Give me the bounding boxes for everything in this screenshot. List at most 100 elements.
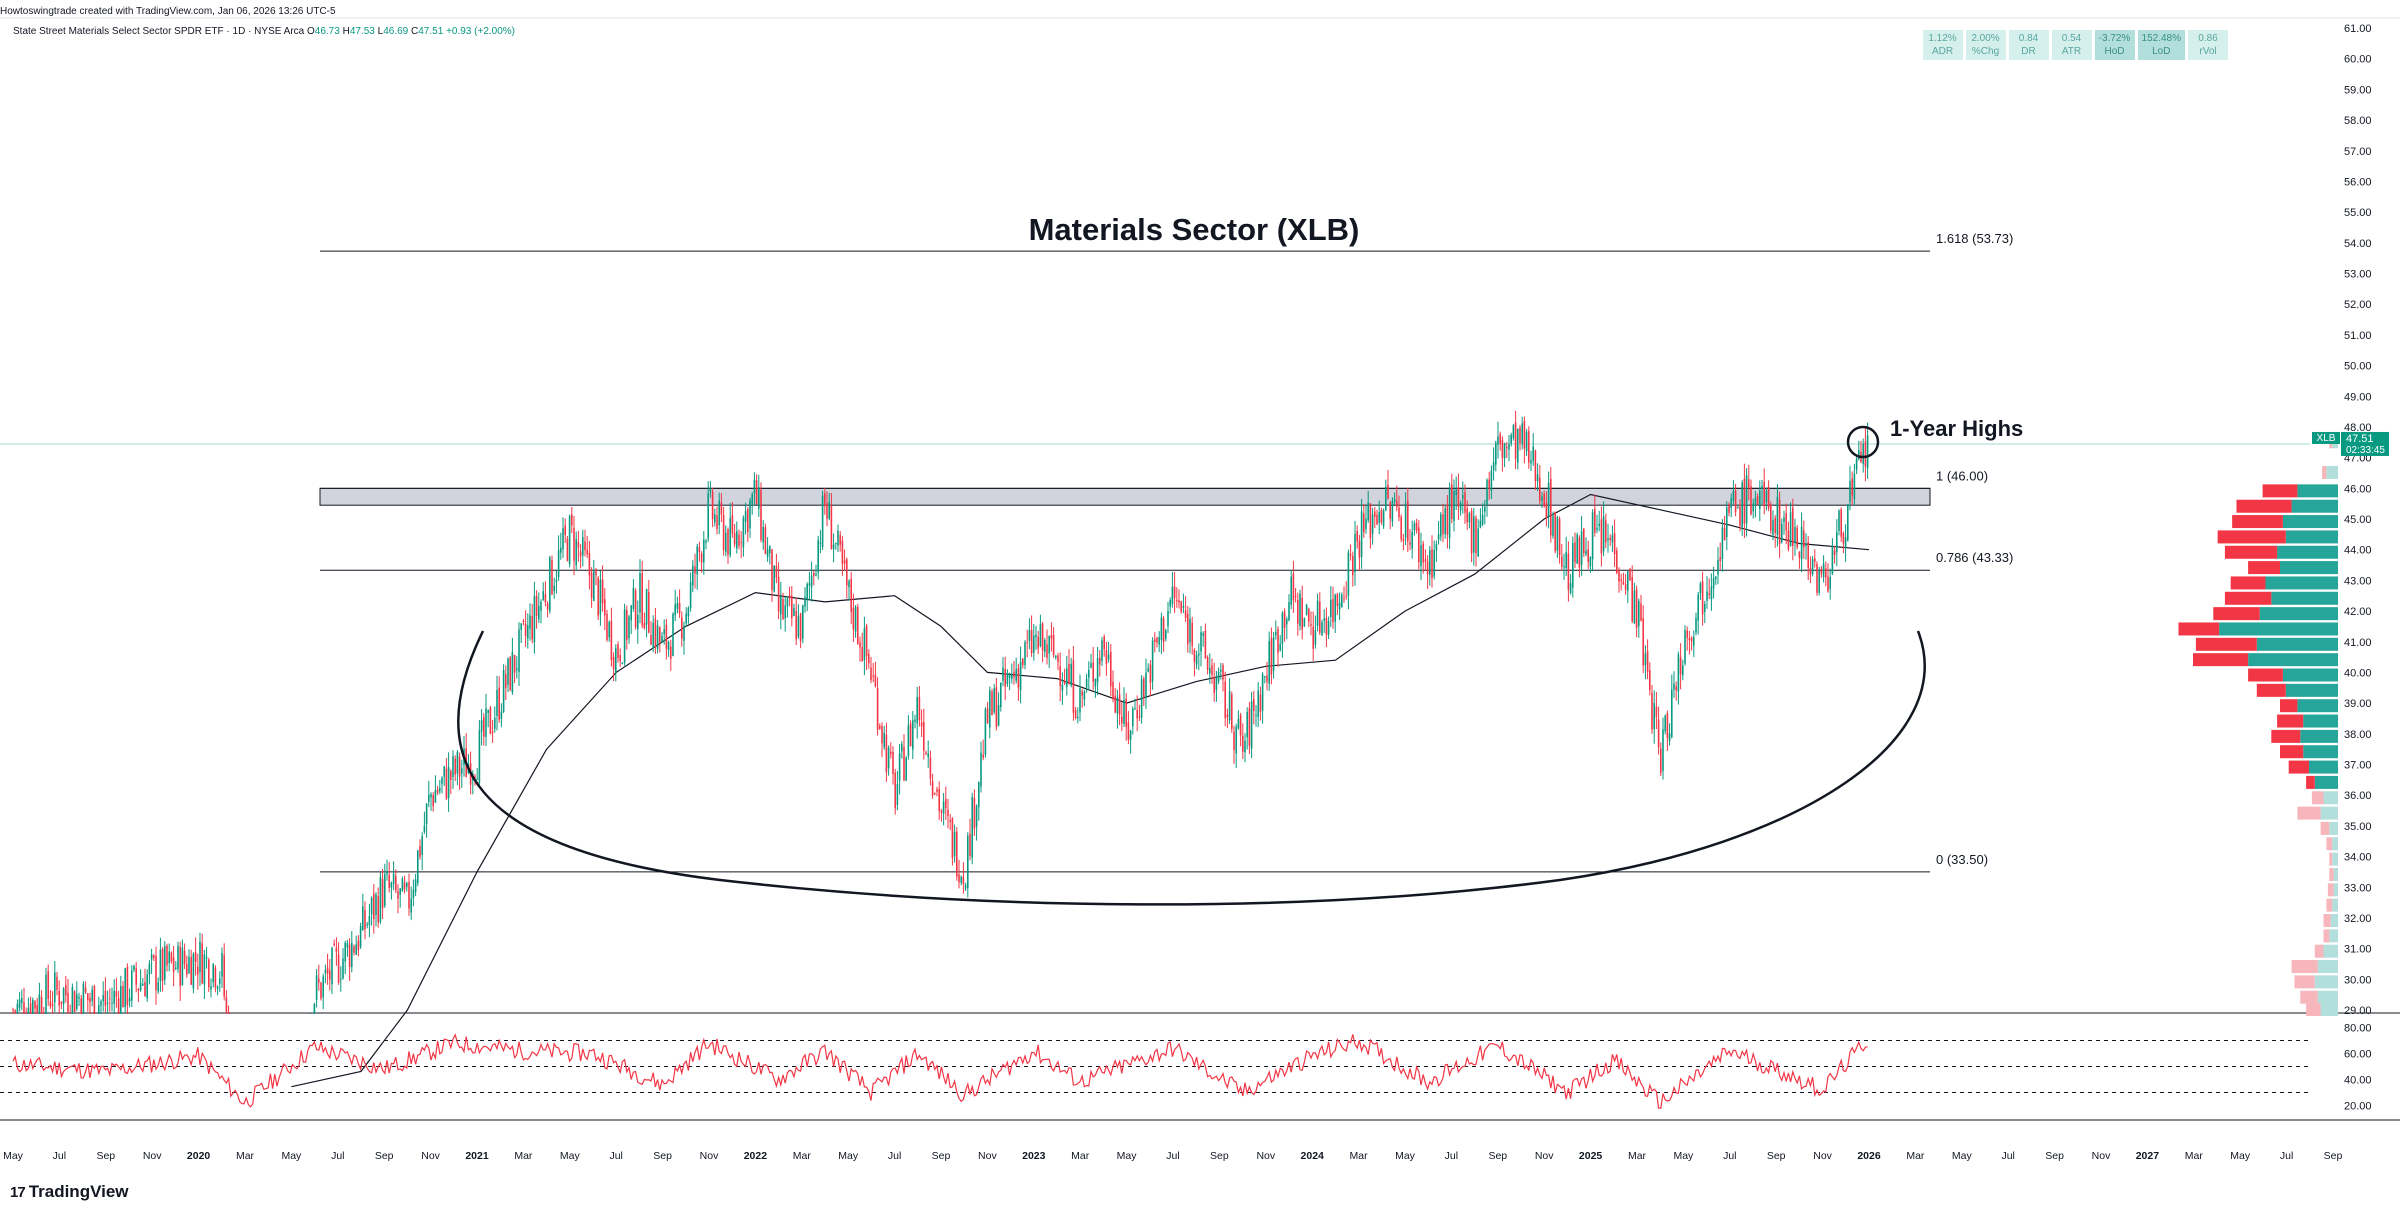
price-tick-label: 44.00 (2344, 545, 2372, 557)
candle-body (1200, 632, 1202, 652)
candle-body (58, 990, 60, 1006)
candle-body (929, 757, 932, 779)
candle-body (1299, 593, 1301, 627)
fibonacci-levels[interactable]: 1.618 (53.73) 1 (46.00) 0.786 (43.33) 0 (33… (319, 231, 2013, 873)
candle-body (639, 573, 641, 613)
candle-body (925, 752, 927, 755)
time-tick-label: Nov (700, 1150, 719, 1162)
candle-body (667, 642, 670, 651)
tradingview-logo[interactable]: 17 TradingView (10, 1182, 129, 1202)
candle-body (951, 818, 954, 858)
highlight-circle[interactable] (1846, 425, 1880, 459)
candle-body (452, 756, 454, 777)
last-price-text: 47.51 (2346, 433, 2374, 445)
candle-body (1136, 710, 1138, 719)
candle-body (1389, 502, 1391, 519)
candle-body (749, 500, 751, 529)
candle-body (485, 708, 487, 737)
time-tick-label: Sep (2045, 1150, 2064, 1162)
candle-body (124, 968, 126, 1008)
candle-body (34, 1001, 36, 1009)
candle-body (993, 688, 995, 713)
candle-body (60, 1001, 63, 1004)
candle-body (989, 690, 991, 728)
candle-body (1829, 577, 1831, 589)
time-tick-label: Nov (421, 1150, 440, 1162)
candle-body (337, 954, 340, 983)
created-by-text: Howtoswingtrade created with TradingView… (0, 6, 336, 17)
candle-body (1422, 543, 1424, 563)
candle-body (940, 810, 943, 813)
candle-body (1101, 640, 1103, 661)
high-label: H (342, 26, 350, 37)
candle-body (1459, 502, 1462, 511)
candle-body (1061, 684, 1064, 691)
symbol-legend[interactable]: State Street Materials Select Sector SPD… (13, 26, 515, 37)
candle-body (1024, 642, 1026, 665)
candle-body (375, 894, 377, 915)
price-tick-label: 61.00 (2344, 23, 2372, 35)
candle-body (1844, 537, 1847, 548)
candle-body (1041, 623, 1044, 651)
stat-label: rVol (2199, 46, 2217, 57)
candle-body (1413, 523, 1416, 530)
stat-value: 1.12% (1928, 33, 1957, 44)
profile-bar-up (2333, 883, 2338, 897)
candle-body (170, 952, 173, 962)
candle-body (208, 959, 210, 988)
candle-body (1426, 561, 1429, 575)
rsi-tick-label: 20.00 (2344, 1101, 2372, 1113)
candle-body (353, 946, 355, 953)
rounding-bottom-arc[interactable] (457, 630, 1926, 906)
candle-body (1512, 425, 1515, 439)
time-tick-label: Sep (1767, 1150, 1786, 1162)
profile-bar-down (2329, 867, 2334, 881)
profile-bar-up (2297, 699, 2338, 713)
candle-body (1866, 435, 1869, 469)
candle-body (344, 942, 346, 962)
price-axis[interactable]: 61.00 60.00 59.00 58.00 57.00 56.00 55.00 54.00… (2312, 23, 2389, 1017)
candle-body (1288, 602, 1290, 621)
volume-profile (2178, 435, 2338, 1016)
candle-body (828, 501, 830, 519)
candle-body (1732, 490, 1735, 501)
candle-body (797, 616, 800, 637)
candle-body (1649, 670, 1651, 691)
candle-body (1268, 641, 1270, 684)
rsi-pane[interactable]: 80.00 60.00 40.00 20.00 (0, 1023, 2372, 1113)
candle-body (1497, 436, 1499, 445)
candle-body (903, 746, 905, 781)
time-axis[interactable]: May Jul Sep Nov 2020 Mar May Jul Sep Nov 2021 Mar Ma… (3, 1150, 2342, 1162)
candle-body (1547, 482, 1550, 517)
candle-body (571, 514, 573, 526)
candle-body (661, 636, 663, 643)
candle-body (12, 1009, 14, 1011)
candle-body (432, 795, 434, 807)
candle-body (203, 954, 206, 985)
candle-body (586, 549, 588, 555)
candle-body (201, 943, 203, 984)
time-tick-label: Mar (236, 1150, 255, 1162)
stat-lod: 152.48% LoD (2137, 30, 2185, 60)
candle-body (1578, 537, 1581, 568)
candlesticks[interactable] (12, 410, 1869, 1014)
candle-body (1499, 434, 1501, 444)
candle-body (1033, 635, 1035, 653)
candle-body (1629, 568, 1631, 581)
candle-body (1776, 496, 1779, 535)
chart-title: Materials Sector (XLB) (1029, 212, 1360, 247)
candle-body (522, 621, 525, 622)
candle-body (947, 809, 949, 816)
profile-bar-down (2306, 775, 2315, 789)
drawings[interactable]: Materials Sector (XLB) 1-Year Highs (457, 212, 2023, 906)
candle-body (890, 751, 892, 755)
time-tick-label: May (281, 1150, 302, 1162)
candle-body (210, 986, 212, 990)
candle-body (1853, 473, 1856, 499)
resistance-zone[interactable] (319, 487, 1931, 506)
candle-body (175, 967, 177, 969)
candle-body (188, 956, 190, 973)
price-tick-label: 49.00 (2344, 391, 2372, 403)
candle-body (599, 580, 602, 615)
